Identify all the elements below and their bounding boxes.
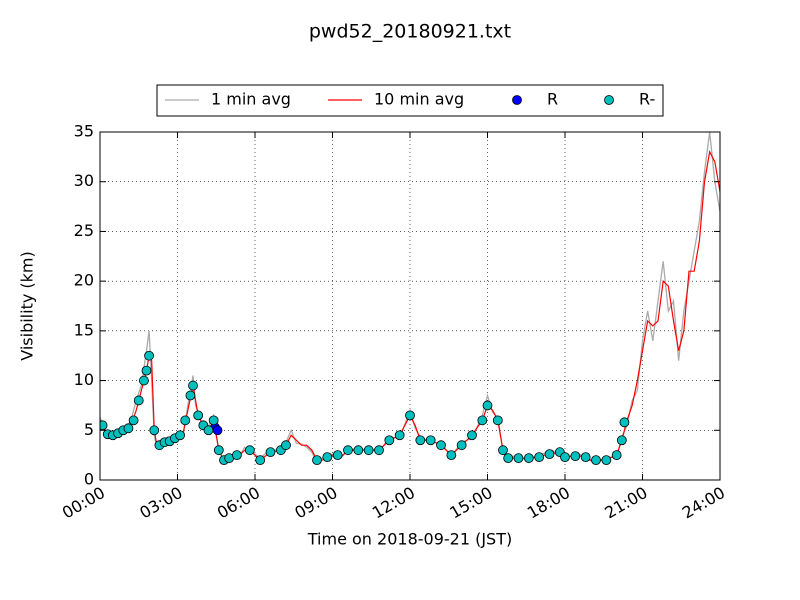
legend-box bbox=[156, 84, 664, 117]
plot-area bbox=[100, 132, 720, 466]
data-point bbox=[332, 450, 343, 461]
y-tick-label: 15 bbox=[74, 320, 94, 339]
data-point bbox=[353, 445, 364, 456]
data-point bbox=[175, 430, 185, 441]
data-point bbox=[180, 415, 191, 426]
data-point bbox=[141, 365, 152, 376]
data-point bbox=[394, 430, 405, 441]
data-point bbox=[534, 452, 545, 463]
y-tick-label: 5 bbox=[84, 420, 94, 439]
y-tick-label: 30 bbox=[74, 171, 94, 190]
y-tick-label: 10 bbox=[74, 370, 94, 389]
data-point bbox=[503, 453, 514, 464]
legend-label: 1 min avg bbox=[211, 90, 291, 109]
data-point bbox=[436, 440, 446, 451]
data-point bbox=[363, 445, 374, 456]
data-point bbox=[616, 435, 627, 446]
data-point bbox=[580, 452, 591, 463]
data-point bbox=[208, 415, 219, 426]
data-point bbox=[128, 415, 139, 426]
y-tick-label: 35 bbox=[74, 122, 94, 141]
data-point bbox=[611, 450, 622, 461]
data-point bbox=[591, 455, 601, 466]
data-point bbox=[601, 455, 612, 466]
data-point bbox=[133, 395, 144, 406]
y-tick-label: 25 bbox=[74, 221, 94, 240]
data-point bbox=[193, 410, 204, 421]
data-point bbox=[619, 417, 630, 428]
data-point bbox=[544, 449, 555, 460]
chart-title: pwd52_20180921.txt bbox=[309, 21, 511, 43]
data-point bbox=[415, 435, 426, 446]
data-point bbox=[203, 425, 214, 436]
y-axis-label: Visibility (km) bbox=[18, 251, 37, 360]
legend-label: R- bbox=[639, 90, 655, 109]
data-point bbox=[513, 453, 524, 464]
data-point bbox=[405, 410, 415, 421]
data-point bbox=[232, 450, 242, 461]
data-point bbox=[467, 430, 477, 441]
legend-label: 10 min avg bbox=[374, 90, 464, 109]
data-point bbox=[149, 425, 160, 436]
data-point bbox=[384, 435, 395, 446]
data-point bbox=[343, 445, 353, 456]
legend-swatch bbox=[512, 95, 522, 105]
data-point bbox=[144, 350, 154, 361]
data-point bbox=[139, 375, 149, 386]
y-tick-label: 20 bbox=[74, 271, 94, 290]
data-point bbox=[425, 435, 436, 446]
data-point bbox=[312, 455, 322, 466]
data-point bbox=[492, 415, 503, 426]
data-point bbox=[456, 440, 467, 451]
data-point bbox=[374, 445, 384, 456]
data-point bbox=[446, 450, 457, 461]
data-point bbox=[212, 425, 223, 436]
legend: 1 min avg 10 min avg R R- bbox=[156, 84, 664, 117]
data-point bbox=[570, 451, 581, 462]
data-point bbox=[265, 447, 276, 458]
legend-label: R bbox=[547, 90, 558, 109]
data-point bbox=[123, 423, 134, 434]
data-point bbox=[523, 453, 534, 464]
data-point bbox=[281, 440, 291, 451]
data-point bbox=[482, 400, 493, 411]
data-point bbox=[188, 380, 198, 391]
data-point bbox=[322, 452, 333, 463]
data-point bbox=[255, 455, 266, 466]
x-axis-label: Time on 2018-09-21 (JST) bbox=[307, 530, 512, 549]
data-point bbox=[244, 445, 255, 456]
data-point bbox=[560, 452, 570, 463]
data-point bbox=[185, 390, 196, 401]
y-tick-label: 0 bbox=[84, 470, 94, 489]
data-point bbox=[477, 415, 488, 426]
data-point bbox=[213, 445, 224, 456]
data-point bbox=[498, 445, 508, 456]
legend-swatch bbox=[604, 95, 614, 105]
